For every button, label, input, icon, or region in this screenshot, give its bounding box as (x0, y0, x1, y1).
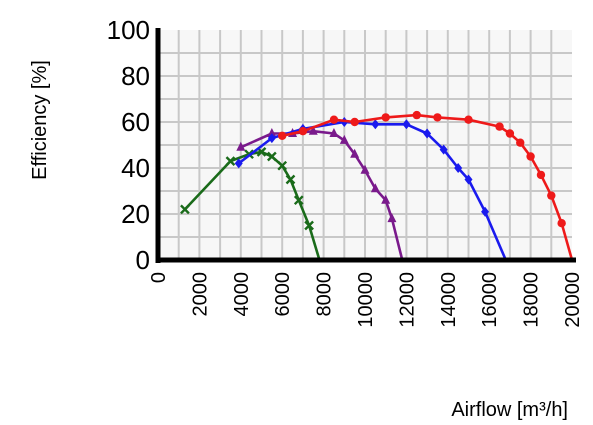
data-point (495, 122, 504, 131)
data-point (236, 141, 246, 151)
data-point (267, 151, 277, 162)
data-point (339, 134, 349, 144)
data-point (505, 129, 515, 138)
data-point (308, 125, 318, 135)
data-point (433, 113, 442, 122)
x-tick-label: 6000 (272, 272, 294, 317)
series-line (281, 113, 574, 261)
data-point (516, 138, 525, 147)
y-tick-labels: 0 20 40 60 80 100 (107, 15, 150, 275)
x-tick-label: 0 (148, 272, 170, 283)
data-point (381, 194, 391, 204)
data-point (293, 195, 304, 206)
data-point (526, 152, 535, 161)
y-tick-label: 40 (121, 153, 150, 183)
y-tick-label: 80 (121, 61, 150, 91)
series-circle (278, 110, 574, 261)
data-point (387, 213, 397, 223)
x-tick-label: 12000 (396, 272, 418, 328)
data-point (481, 206, 490, 217)
y-tick-label: 60 (121, 107, 150, 137)
data-point (464, 174, 473, 185)
data-point (267, 128, 277, 137)
data-point (464, 115, 473, 124)
series-line (237, 120, 507, 261)
x-tick-label: 10000 (355, 272, 377, 328)
data-point (304, 220, 314, 231)
y-axis-label: Efficiency [%] (29, 60, 51, 180)
data-point (536, 170, 546, 180)
x-tick-label: 16000 (479, 272, 501, 328)
data-point (277, 160, 288, 171)
x-tick-labels: 0 2000 4000 6000 8000 10000 12000 14000 16000 180… (148, 272, 584, 328)
data-point (360, 164, 370, 174)
series-line (183, 150, 321, 261)
data-point (329, 128, 339, 137)
data-point (180, 204, 190, 215)
data-point (285, 174, 296, 185)
data-point (547, 191, 556, 200)
data-point (412, 110, 421, 120)
data-point (329, 115, 339, 124)
data-point (371, 119, 380, 130)
x-tick-label: 18000 (521, 272, 543, 328)
x-tick-label: 20000 (562, 272, 584, 328)
gridlines (158, 30, 572, 260)
axes (155, 28, 576, 263)
data-point (423, 128, 432, 139)
data-point (278, 131, 287, 140)
data-point (234, 158, 243, 169)
data-point (381, 113, 390, 122)
data-point (370, 183, 380, 193)
data-point (402, 119, 411, 130)
x-tick-label: 2000 (189, 272, 211, 317)
x-tick-label: 14000 (438, 272, 460, 328)
data-point (350, 148, 360, 158)
data-point (454, 163, 463, 173)
y-tick-label: 20 (121, 199, 150, 229)
data-point (298, 127, 308, 136)
x-tick-label: 8000 (314, 272, 336, 317)
y-tick-label: 0 (136, 245, 150, 275)
data-point (557, 219, 566, 228)
series-layer (180, 110, 574, 261)
x-axis-label: Airflow [m³/h] (451, 399, 568, 421)
data-point (439, 144, 448, 155)
data-point (225, 156, 236, 166)
y-tick-label: 100 (107, 15, 150, 45)
x-tick-label: 4000 (231, 272, 253, 317)
data-point (350, 117, 359, 127)
data-point (267, 133, 276, 144)
